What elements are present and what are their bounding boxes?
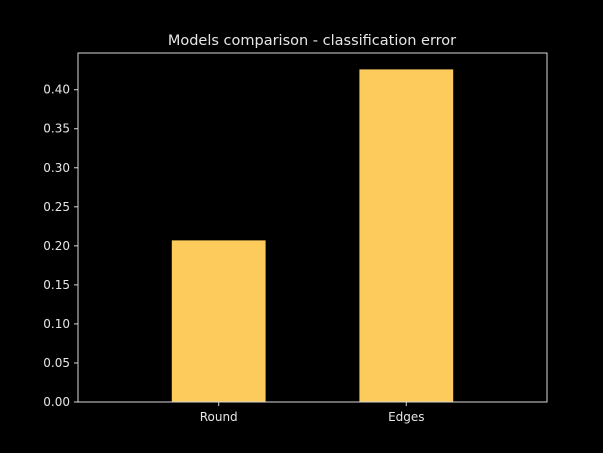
y-tick-label: 0.25 (43, 200, 70, 214)
bars-layer (171, 69, 454, 403)
y-tick-label: 0.05 (43, 356, 70, 370)
y-tick-label: 0.00 (43, 395, 70, 409)
x-tick-label: Edges (388, 410, 424, 424)
x-axis: Round Edges (200, 402, 425, 424)
chart-title: Models comparison - classification error (168, 33, 456, 49)
y-tick-label: 0.15 (43, 278, 70, 292)
y-tick-label: 0.35 (43, 122, 70, 136)
y-tick-label: 0.30 (43, 161, 70, 175)
plot-frame (77, 52, 548, 403)
y-tick-label: 0.40 (43, 83, 70, 97)
bar-edges (359, 69, 454, 403)
y-tick-label: 0.10 (43, 317, 70, 331)
x-tick-label: Round (200, 410, 238, 424)
y-axis: 0.00 0.05 0.10 0.15 0.20 0.25 0.30 0.35 0.40 (43, 83, 78, 409)
y-tick-label: 0.20 (43, 239, 70, 253)
bar-round (171, 240, 266, 402)
